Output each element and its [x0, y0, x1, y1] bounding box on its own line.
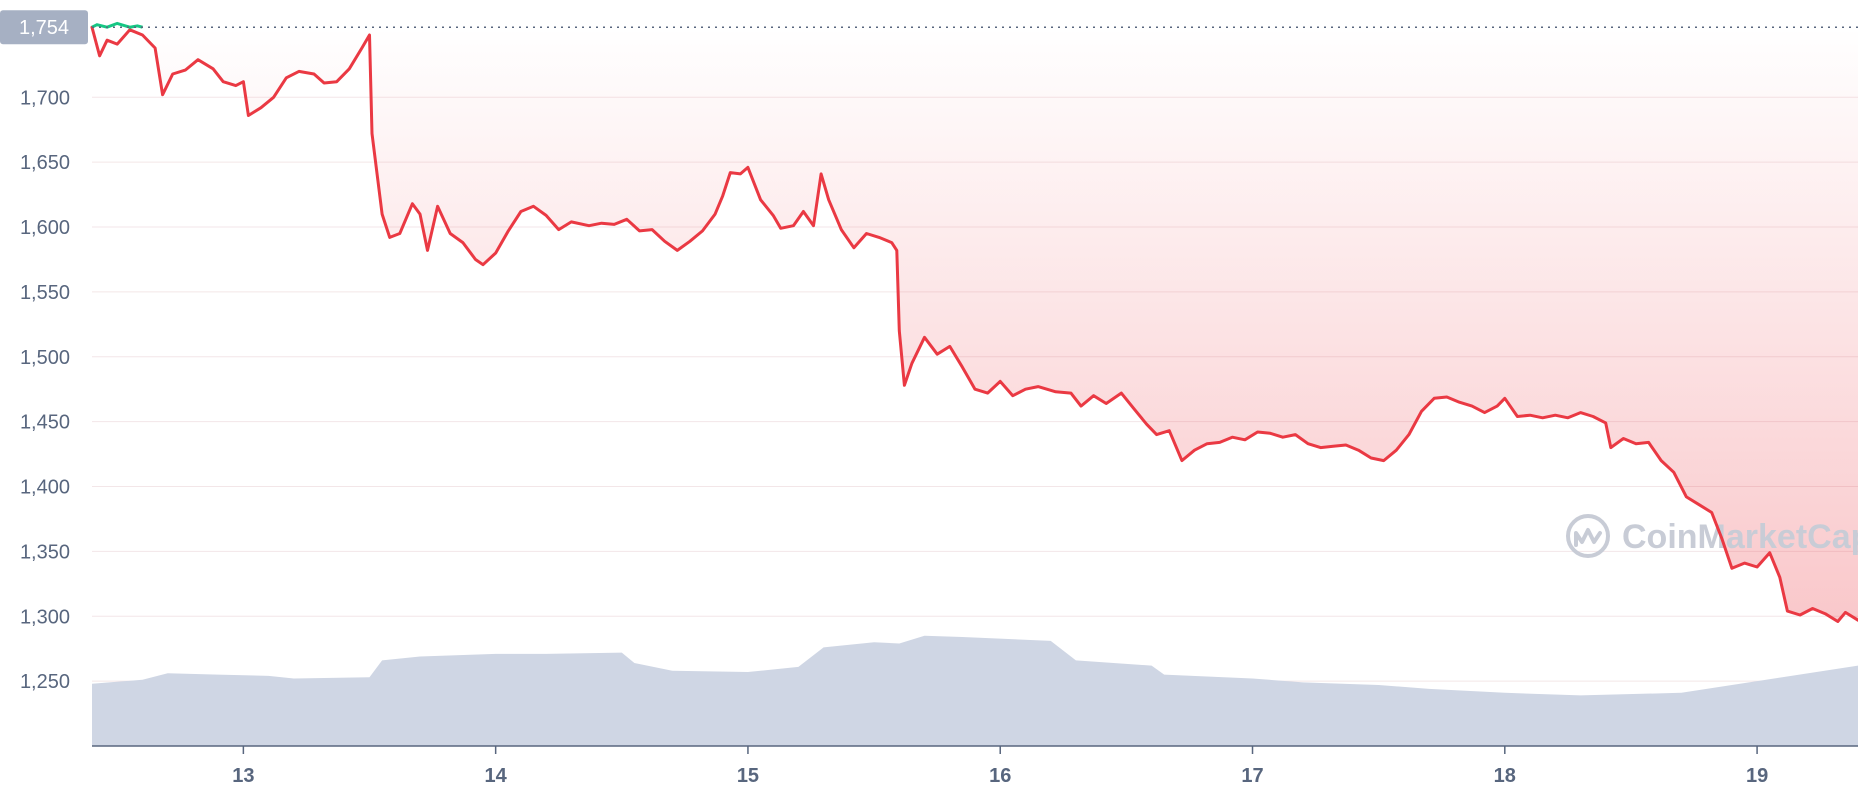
y-tick-label: 1,450	[20, 412, 70, 434]
watermark: CoinMarketCap	[1566, 514, 1858, 558]
y-tick-label: 1,350	[20, 541, 70, 563]
y-tick-label: 1,300	[20, 606, 70, 628]
y-tick-label: 1,600	[20, 217, 70, 239]
price-fill	[92, 27, 1858, 622]
reference-label: 1,754	[19, 17, 69, 39]
reference-line-group: 1,754	[0, 10, 1858, 45]
x-tick-label: 18	[1494, 765, 1516, 787]
price-line-above-reference	[91, 21, 143, 29]
y-axis: 1,250 1,300 1,350 1,400 1,450 1,500 1,550 1,600…	[20, 87, 70, 693]
watermark-text: CoinMarketCap	[1622, 518, 1858, 556]
price-line-group	[90, 21, 1858, 623]
reference-label-bg	[0, 10, 88, 45]
price-line	[90, 25, 1858, 623]
price-fill-area	[92, 27, 1858, 622]
volume-area-shape	[92, 635, 1858, 746]
y-tick-label: 1,250	[20, 671, 70, 693]
x-tick-label: 15	[737, 765, 759, 787]
y-tick-label: 1,550	[20, 282, 70, 304]
volume-area	[92, 635, 1858, 746]
y-tick-label: 1,400	[20, 477, 70, 499]
y-tick-label: 1,500	[20, 347, 70, 369]
x-tick-label: 16	[989, 765, 1011, 787]
x-axis: 13 14 15 16 17 18 19	[92, 745, 1858, 787]
x-tick-label: 19	[1746, 765, 1768, 787]
coinmarketcap-logo-icon	[1566, 514, 1610, 558]
x-tick-label: 13	[232, 765, 254, 787]
y-tick-label: 1,650	[20, 152, 70, 174]
x-tick-label: 17	[1241, 765, 1263, 787]
y-tick-label: 1,700	[20, 87, 70, 109]
x-tick-label: 14	[485, 765, 508, 787]
